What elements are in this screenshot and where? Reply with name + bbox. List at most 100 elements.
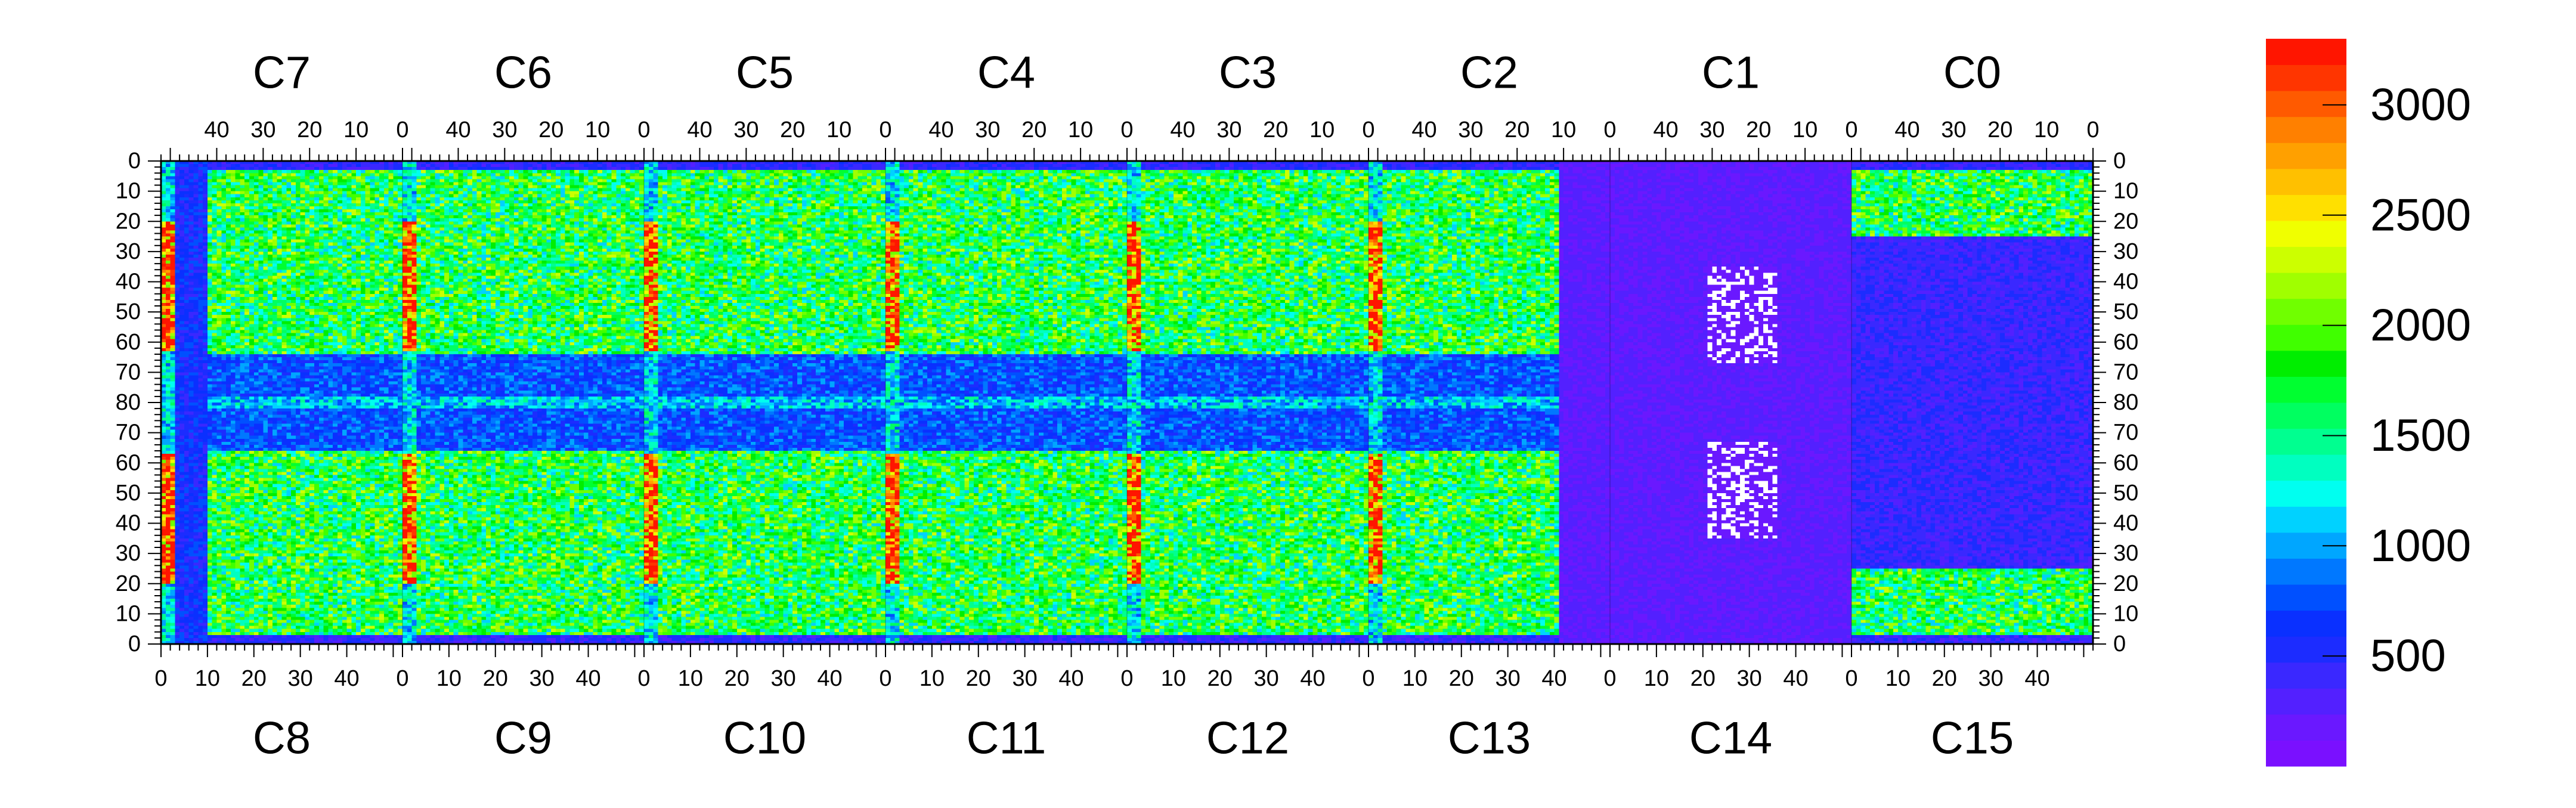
chip-label-top-C1: C1 (1702, 48, 1760, 98)
top-tick-label: 30 (1458, 117, 1483, 143)
colorbar-segment (2266, 246, 2346, 273)
bottom-tick-label: 10 (678, 666, 703, 691)
colorbar-segment (2266, 480, 2346, 507)
bottom-tick-label: 30 (1496, 666, 1521, 691)
bottom-tick-label: 10 (1885, 666, 1911, 691)
top-tick-label: 40 (687, 117, 712, 143)
left-tick-label: 10 (116, 601, 141, 626)
colorbar-tick-label: 3000 (2370, 79, 2471, 130)
top-tick-label: 10 (1551, 117, 1576, 143)
top-chip-labels: C7 C6 C5 C4 C3 C2 C1 C0 (253, 48, 2001, 98)
colorbar-segment (2266, 221, 2346, 247)
top-tick-label: 20 (1987, 117, 2012, 143)
chip-label-top-C7: C7 (253, 48, 311, 98)
right-tick-label: 80 (2113, 390, 2138, 415)
top-axis: 40 30 20 10 0 40 30 20 10 0 40 30 20 10 0 40 30 20 10 0 40 30… (160, 117, 2100, 161)
left-tick-label: 50 (116, 481, 141, 506)
left-tick-label: 30 (116, 541, 141, 566)
right-tick-label: 40 (2113, 270, 2138, 295)
bottom-tick-label: 40 (817, 666, 842, 691)
colorbar-segment (2266, 168, 2346, 195)
colorbar-segment (2266, 376, 2346, 403)
colorbar-tick-label: 1500 (2370, 410, 2471, 461)
right-tick-label: 10 (2113, 179, 2138, 204)
left-tick-label: 60 (116, 450, 141, 475)
left-tick-label: 50 (116, 299, 141, 324)
top-tick-label: 30 (975, 117, 1000, 143)
top-tick-label: 0 (396, 117, 408, 143)
top-tick-label: 30 (250, 117, 275, 143)
right-tick-label: 60 (2113, 450, 2138, 475)
top-tick-label: 10 (1068, 117, 1093, 143)
bottom-tick-label: 10 (1161, 666, 1186, 691)
left-tick-label: 20 (116, 571, 141, 596)
colorbar-segment (2266, 558, 2346, 585)
chip-label-top-C4: C4 (977, 48, 1035, 98)
bottom-tick-label: 40 (575, 666, 600, 691)
chip-label-bottom-C8: C8 (253, 713, 311, 764)
top-tick-label: 0 (1845, 117, 1857, 143)
top-tick-label: 0 (637, 117, 650, 143)
top-tick-label: 40 (1894, 117, 1919, 143)
bottom-tick-label: 20 (1449, 666, 1474, 691)
top-tick-label: 0 (1362, 117, 1374, 143)
colorbar-segment (2266, 740, 2346, 767)
colorbar-segment (2266, 116, 2346, 143)
bottom-tick-label: 0 (1362, 666, 1374, 691)
bottom-tick-label: 20 (242, 666, 267, 691)
top-tick-label: 40 (1170, 117, 1195, 143)
bottom-tick-label: 20 (1690, 666, 1716, 691)
colorbar-axis: 500 1000 1500 2000 2500 3000 (2323, 79, 2471, 682)
bottom-tick-label: 40 (1783, 666, 1808, 691)
top-tick-label: 40 (1411, 117, 1436, 143)
right-tick-label: 20 (2113, 209, 2138, 234)
left-tick-label: 70 (116, 420, 141, 445)
right-tick-label: 40 (2113, 511, 2138, 536)
left-tick-label: 20 (116, 209, 141, 234)
colorbar-segment (2266, 143, 2346, 169)
chip-label-bottom-C11: C11 (967, 713, 1046, 764)
bottom-tick-label: 0 (1603, 666, 1616, 691)
right-tick-label: 30 (2113, 541, 2138, 566)
right-tick-label: 0 (2113, 631, 2126, 657)
colorbar-segment (2266, 506, 2346, 533)
right-tick-label: 70 (2113, 420, 2138, 445)
bottom-tick-label: 30 (1013, 666, 1038, 691)
colorbar-segment (2266, 662, 2346, 689)
top-tick-label: 10 (343, 117, 369, 143)
bottom-tick-label: 30 (1737, 666, 1762, 691)
left-tick-label: 70 (116, 360, 141, 385)
top-tick-label: 20 (1746, 117, 1771, 143)
chip-label-top-C2: C2 (1460, 48, 1518, 98)
colorbar-segment (2266, 428, 2346, 455)
colorbar-segment (2266, 324, 2346, 351)
right-tick-label: 0 (2113, 148, 2126, 174)
top-tick-label: 30 (733, 117, 758, 143)
right-tick-label: 20 (2113, 571, 2138, 596)
chip-label-bottom-C15: C15 (1931, 713, 2014, 764)
colorbar-tick-label: 2000 (2370, 300, 2471, 351)
bottom-tick-label: 20 (966, 666, 991, 691)
top-tick-label: 20 (538, 117, 564, 143)
bottom-tick-label: 20 (724, 666, 750, 691)
top-tick-label: 20 (297, 117, 322, 143)
colorbar-segment (2266, 194, 2346, 221)
bottom-tick-label: 0 (879, 666, 891, 691)
bottom-tick-label: 40 (1058, 666, 1083, 691)
bottom-tick-label: 10 (919, 666, 945, 691)
colorbar-segment (2266, 403, 2346, 429)
top-tick-label: 20 (1021, 117, 1046, 143)
top-tick-label: 0 (879, 117, 891, 143)
bottom-axis: 0 10 20 30 40 0 10 20 30 40 0 10 20 30 40 0 10 20 30 40 0 10 2… (154, 644, 2094, 691)
top-tick-label: 40 (445, 117, 470, 143)
bottom-tick-label: 40 (1541, 666, 1566, 691)
left-tick-label: 40 (116, 270, 141, 295)
top-tick-label: 40 (204, 117, 229, 143)
top-tick-label: 20 (1263, 117, 1288, 143)
colorbar-segment (2266, 454, 2346, 481)
bottom-tick-label: 40 (2024, 666, 2049, 691)
chip-label-top-C0: C0 (1943, 48, 2001, 98)
left-tick-label: 40 (116, 511, 141, 536)
colorbar-segment (2266, 350, 2346, 377)
colorbar-segment (2266, 91, 2346, 117)
